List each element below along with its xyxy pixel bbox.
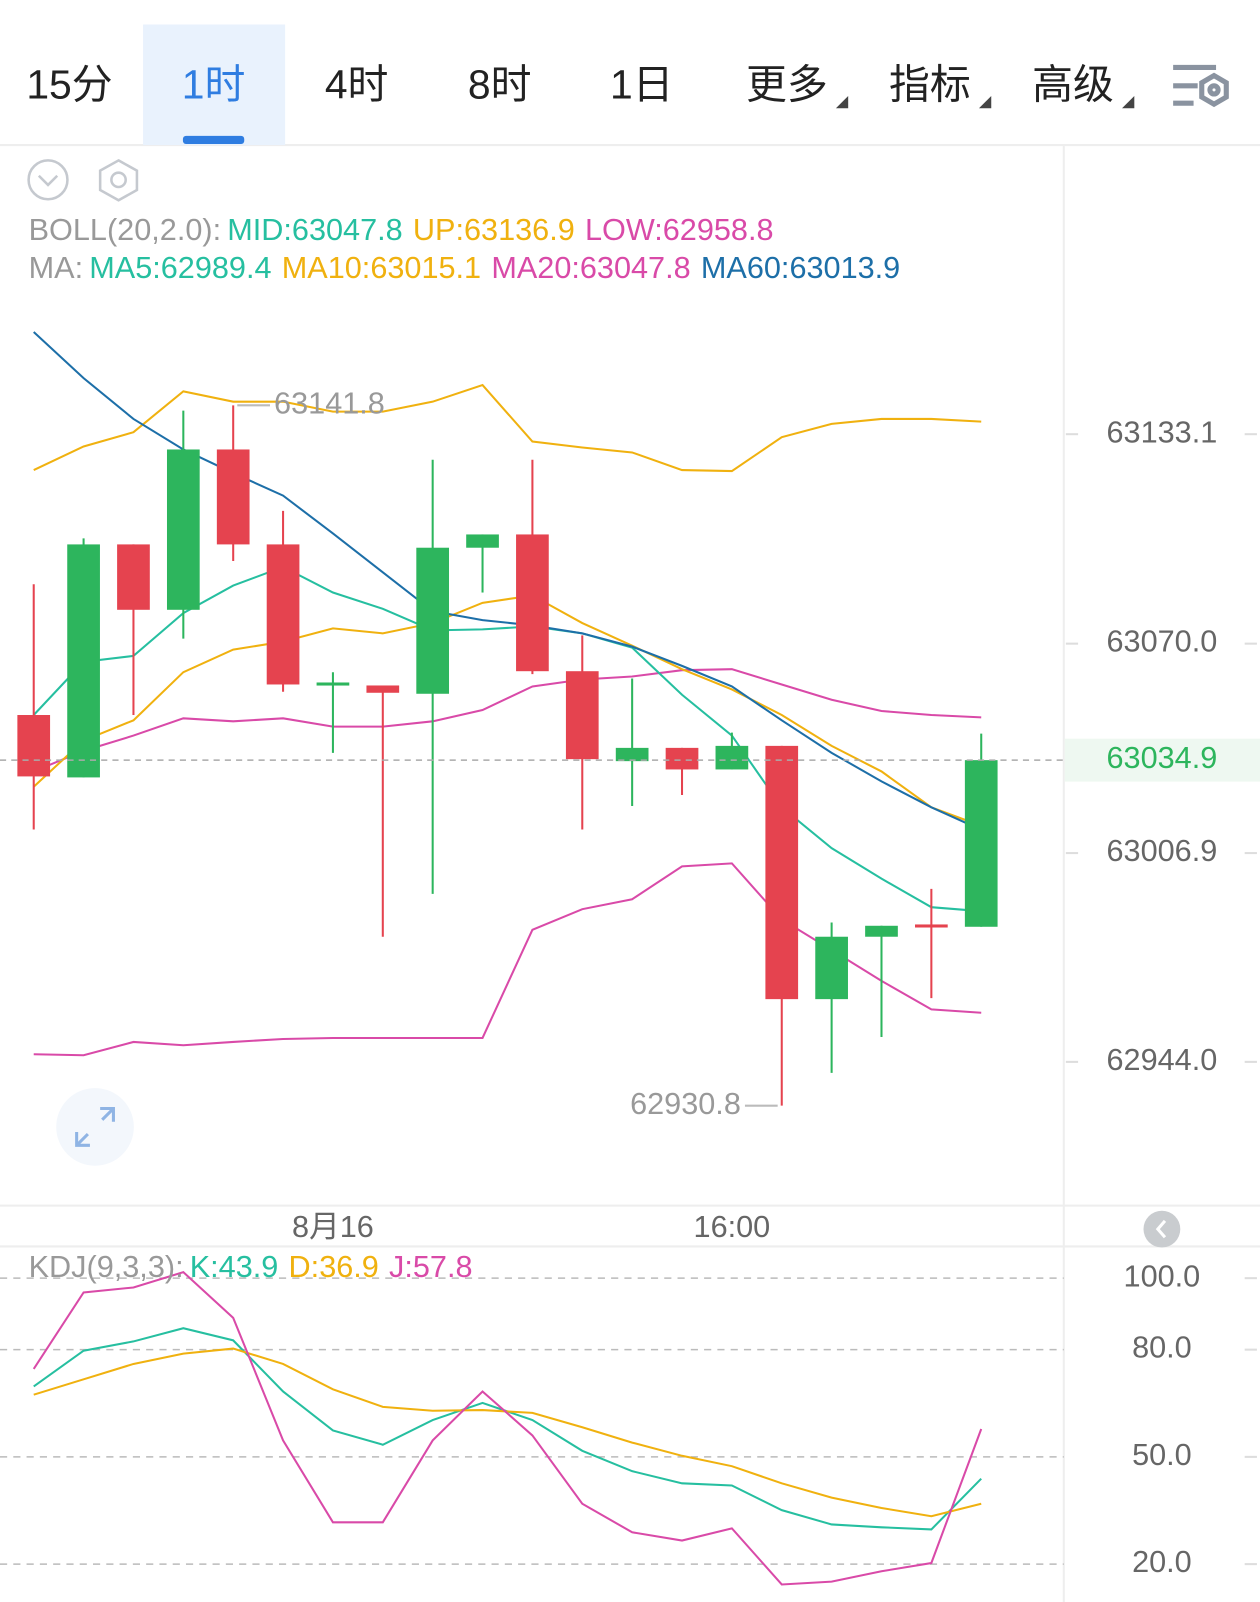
candle-body bbox=[466, 534, 499, 548]
legend-item: MA60:63013.9 bbox=[701, 251, 900, 285]
candle-body bbox=[266, 544, 300, 685]
legend-item: MA10:63015.1 bbox=[282, 251, 481, 285]
candle-body bbox=[615, 747, 649, 762]
tab[interactable]: 4时 bbox=[325, 62, 389, 108]
tab-highlight bbox=[143, 24, 286, 146]
x-tick-label: 8月16 bbox=[292, 1210, 374, 1244]
series-line bbox=[33, 383, 982, 473]
x-tick-label: 16:00 bbox=[694, 1210, 771, 1244]
tab-indicator bbox=[182, 135, 245, 145]
series-line bbox=[32, 1270, 983, 1586]
candle-body bbox=[416, 547, 450, 694]
y-tick-label: 20.0 bbox=[1132, 1545, 1192, 1579]
legend-item: D:36.9 bbox=[289, 1250, 379, 1284]
legend-item: MID:63047.8 bbox=[227, 213, 402, 247]
settings-icon[interactable] bbox=[1173, 64, 1229, 108]
candle-body bbox=[915, 924, 948, 928]
candle-body bbox=[665, 747, 699, 770]
y-tick-label: 50.0 bbox=[1132, 1438, 1192, 1472]
legend-label: BOLL(20,2.0): bbox=[29, 213, 221, 247]
candle-body bbox=[166, 449, 200, 610]
y-tick-label: 63006.9 bbox=[1107, 834, 1218, 868]
y-tick-label: 63133.1 bbox=[1107, 415, 1218, 449]
series-line bbox=[32, 565, 982, 913]
y-tick-label: 80.0 bbox=[1132, 1331, 1192, 1365]
tab[interactable]: 更多 bbox=[746, 62, 828, 108]
legend-item: J:57.8 bbox=[389, 1250, 472, 1284]
indicator-settings-button[interactable] bbox=[98, 158, 139, 202]
series-line bbox=[33, 668, 982, 773]
legend-item: MA5:62989.4 bbox=[89, 251, 271, 285]
candle-body bbox=[815, 936, 848, 1000]
candle-body bbox=[216, 449, 250, 545]
candle-body bbox=[117, 544, 150, 610]
legend-label: MA: bbox=[29, 251, 83, 285]
candle-body bbox=[17, 715, 51, 777]
candle-body bbox=[715, 745, 749, 770]
dropdown-arrow bbox=[835, 96, 849, 109]
candle-body bbox=[67, 544, 100, 778]
scroll-latest-button[interactable] bbox=[1143, 1210, 1181, 1248]
legend-label: KDJ(9,3,3): bbox=[29, 1250, 184, 1284]
legend-item: LOW:62958.8 bbox=[585, 213, 774, 247]
current-price-badge bbox=[1064, 738, 1260, 782]
tab[interactable]: 8时 bbox=[468, 62, 532, 108]
candle-body bbox=[316, 682, 350, 686]
series-line bbox=[33, 1347, 982, 1518]
current-price-label: 63034.9 bbox=[1107, 741, 1218, 775]
candle-body bbox=[366, 685, 400, 693]
high-label: 63141.8 bbox=[274, 386, 385, 420]
legend-item: K:43.9 bbox=[190, 1250, 279, 1284]
candle-body bbox=[516, 534, 549, 672]
collapse-button[interactable] bbox=[27, 159, 69, 201]
dropdown-arrow bbox=[1122, 96, 1135, 109]
candle-body bbox=[565, 671, 599, 760]
legend-item: UP:63136.9 bbox=[413, 213, 575, 247]
candle-body bbox=[865, 925, 898, 937]
low-label: 62930.8 bbox=[630, 1087, 741, 1121]
legend-item: MA20:63047.8 bbox=[491, 251, 690, 285]
tab[interactable]: 指标 bbox=[889, 62, 971, 108]
candle-body bbox=[964, 760, 998, 927]
y-tick-label: 63070.0 bbox=[1107, 625, 1218, 659]
series-line bbox=[33, 594, 982, 827]
dropdown-arrow bbox=[978, 96, 992, 109]
tab[interactable]: 1时 bbox=[182, 62, 246, 108]
tab[interactable]: 高级 bbox=[1032, 62, 1114, 108]
tab[interactable]: 1日 bbox=[610, 62, 674, 108]
candle-body bbox=[765, 745, 799, 1000]
y-tick-label: 62944.0 bbox=[1107, 1043, 1218, 1077]
tab[interactable]: 15分 bbox=[26, 62, 112, 108]
expand-button[interactable] bbox=[56, 1088, 134, 1166]
y-tick-label: 100.0 bbox=[1124, 1259, 1201, 1293]
